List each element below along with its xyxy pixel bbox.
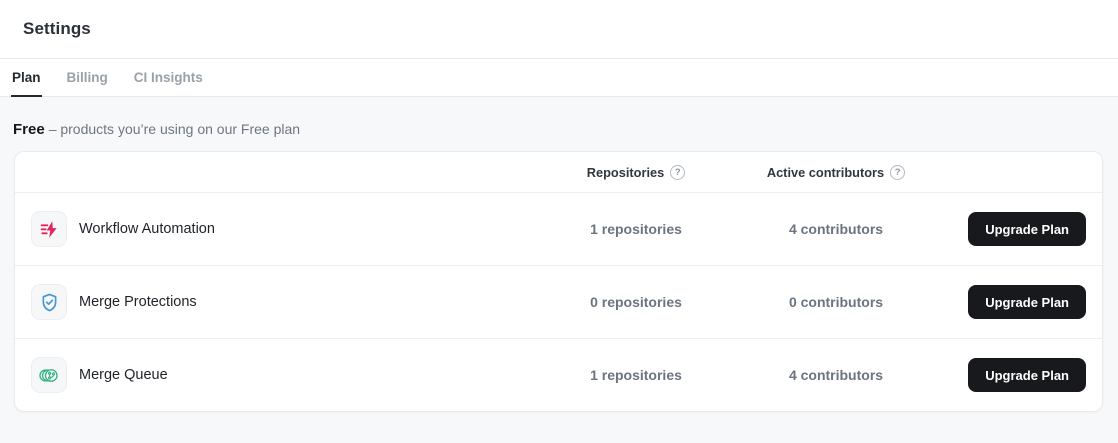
repositories-value: 1 repositories (590, 367, 682, 383)
repositories-value: 1 repositories (590, 221, 682, 237)
product-name: Merge Queue (79, 367, 168, 383)
product-cell: Workflow Automation (31, 211, 536, 247)
page-title: Settings (23, 19, 91, 38)
repositories-value: 0 repositories (590, 294, 682, 310)
product-cell: Merge Protections (31, 284, 536, 320)
contributors-value: 4 contributors (788, 221, 884, 237)
tab-ci-insights[interactable]: CI Insights (133, 69, 203, 85)
column-header-active-contributors: Active contributors ? (736, 164, 936, 180)
upgrade-plan-button[interactable]: Upgrade Plan (968, 212, 1086, 246)
plan-summary: Free – products you’re using on our Free … (13, 121, 1103, 138)
help-icon[interactable]: ? (670, 164, 686, 180)
product-name: Workflow Automation (79, 221, 215, 237)
plan-name: Free (13, 121, 45, 138)
merge-queue-icon (31, 357, 67, 393)
products-card: Repositories ? Active contributors ? (14, 151, 1103, 412)
upgrade-plan-button[interactable]: Upgrade Plan (968, 285, 1086, 319)
settings-tab-bar: Plan Billing CI Insights (0, 59, 1118, 97)
contributors-value: 0 contributors (788, 294, 884, 310)
table-row: Merge Queue 1 repositories 4 contributor… (15, 338, 1102, 411)
column-header-repositories: Repositories ? (536, 164, 736, 180)
table-header-row: Repositories ? Active contributors ? (15, 152, 1102, 192)
workflow-automation-icon (31, 211, 67, 247)
product-cell: Merge Queue (31, 357, 536, 393)
table-row: Merge Protections 0 repositories 0 contr… (15, 265, 1102, 338)
tab-billing[interactable]: Billing (66, 69, 108, 85)
upgrade-plan-button[interactable]: Upgrade Plan (968, 358, 1086, 392)
tab-plan[interactable]: Plan (11, 59, 42, 97)
page-header: Settings (0, 0, 1118, 59)
shield-check-icon (31, 284, 67, 320)
plan-description: – products you’re using on our Free plan (48, 121, 301, 137)
plan-content: Free – products you’re using on our Free … (0, 97, 1118, 412)
table-row: Workflow Automation 1 repositories 4 con… (15, 192, 1102, 265)
help-icon[interactable]: ? (890, 164, 906, 180)
contributors-value: 4 contributors (788, 367, 884, 383)
product-name: Merge Protections (79, 294, 197, 310)
